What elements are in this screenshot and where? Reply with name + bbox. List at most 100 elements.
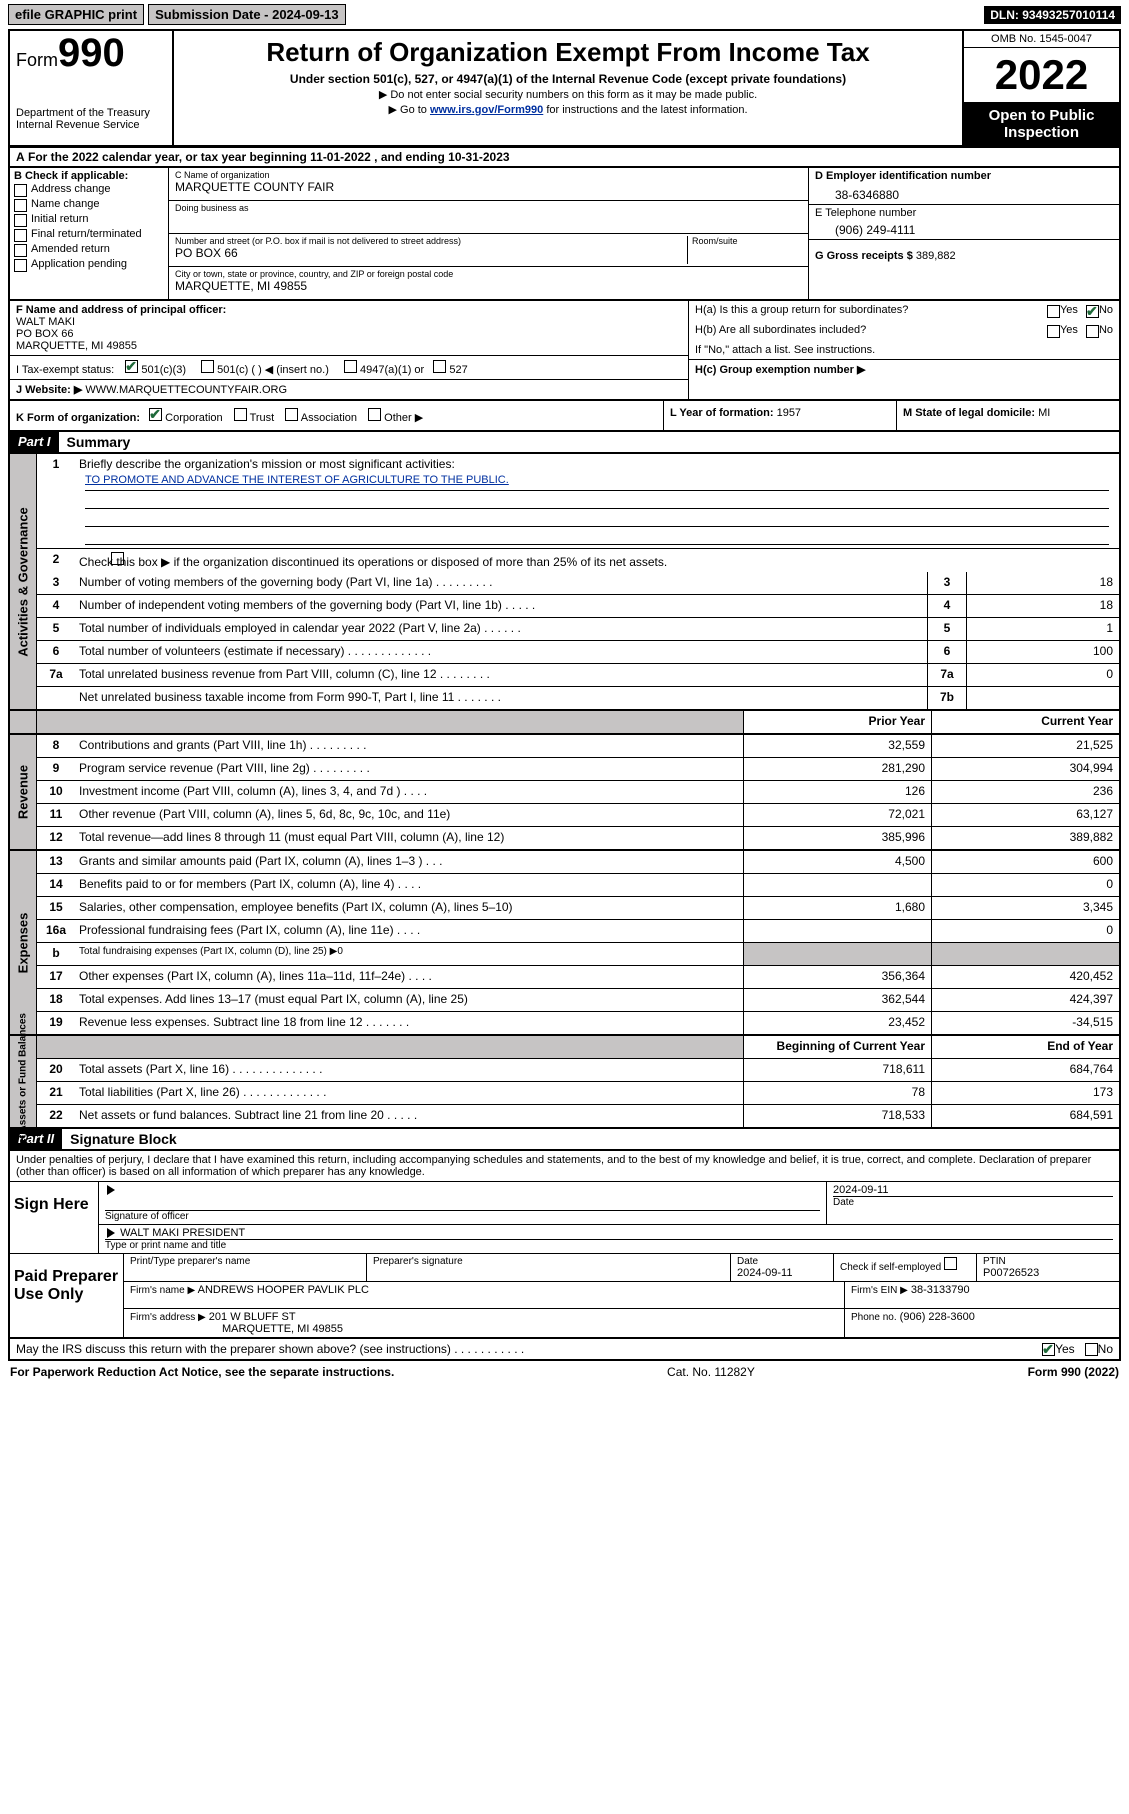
- chk-initial-return[interactable]: Initial return: [14, 213, 164, 227]
- hb-no[interactable]: [1086, 325, 1099, 338]
- row-num: 18: [37, 989, 75, 1011]
- row-text: Salaries, other compensation, employee b…: [75, 897, 743, 919]
- row-current: -34,515: [931, 1012, 1119, 1034]
- l-label: L Year of formation:: [670, 407, 774, 419]
- room-label: Room/suite: [692, 236, 802, 246]
- gross-value: 389,882: [916, 250, 956, 262]
- addr-wrap: Number and street (or P.O. box if mail i…: [175, 236, 687, 264]
- row-current: 3,345: [931, 897, 1119, 919]
- table-row: 18Total expenses. Add lines 13–17 (must …: [37, 988, 1119, 1011]
- footer-mid: Cat. No. 11282Y: [394, 1365, 1027, 1379]
- subtitle-1: Under section 501(c), 527, or 4947(a)(1)…: [180, 72, 956, 86]
- officer-typed-cell: WALT MAKI PRESIDENT Type or print name a…: [99, 1225, 1119, 1253]
- colhdr-txt: [75, 711, 743, 733]
- form-header: Form990 Department of the Treasury Inter…: [8, 29, 1121, 148]
- ein-label: D Employer identification number: [815, 170, 1113, 182]
- block-bcde: B Check if applicable: Address change Na…: [8, 168, 1121, 301]
- row-text: Number of independent voting members of …: [75, 595, 927, 617]
- row-val: 100: [966, 641, 1119, 663]
- sig-date-cell: 2024-09-11 Date: [827, 1182, 1119, 1224]
- row-ha: H(a) Is this a group return for subordin…: [689, 301, 1119, 321]
- row-prior: 78: [743, 1082, 931, 1104]
- ha-yes-label: Yes: [1060, 304, 1078, 318]
- row-text: Investment income (Part VIII, column (A)…: [75, 781, 743, 803]
- submission-button[interactable]: Submission Date - 2024-09-13: [148, 4, 346, 25]
- opt-trust: Trust: [250, 412, 275, 424]
- sign-here-block: Sign Here Signature of officer 2024-09-1…: [8, 1181, 1121, 1253]
- chk-final-return[interactable]: Final return/terminated: [14, 228, 164, 242]
- chk-address-change[interactable]: Address change: [14, 183, 164, 197]
- chk-name-change[interactable]: Name change: [14, 198, 164, 212]
- cell-city: City or town, state or province, country…: [169, 267, 808, 299]
- chk-4947[interactable]: [344, 360, 357, 373]
- address: PO BOX 66: [175, 246, 687, 260]
- row-num: 21: [37, 1082, 75, 1104]
- opt-527: 527: [449, 364, 467, 376]
- table-row: bTotal fundraising expenses (Part IX, co…: [37, 942, 1119, 965]
- ha-yes[interactable]: [1047, 305, 1060, 318]
- row-prior: [743, 943, 931, 965]
- firm-label: Firm's name ▶: [130, 1285, 195, 1296]
- chk-corp[interactable]: [149, 408, 162, 421]
- chk-discontinued[interactable]: [111, 552, 124, 565]
- sig-date: 2024-09-11: [833, 1184, 1113, 1196]
- row-num: 20: [37, 1059, 75, 1081]
- hb-label: H(b) Are all subordinates included?: [695, 324, 1047, 338]
- row-box: 7a: [927, 664, 966, 686]
- ha-no[interactable]: [1086, 305, 1099, 318]
- prep-h3: Date2024-09-11: [731, 1254, 834, 1281]
- chk-amended-return[interactable]: Amended return: [14, 243, 164, 257]
- row-prior: 718,611: [743, 1059, 931, 1081]
- row-1: 1 Briefly describe the organization's mi…: [37, 454, 1119, 548]
- hb-yes[interactable]: [1047, 325, 1060, 338]
- efile-button[interactable]: efile GRAPHIC print: [8, 4, 144, 25]
- opt-corp: Corporation: [165, 412, 222, 424]
- chk-527[interactable]: [433, 360, 446, 373]
- ein-value: 38-6346880: [815, 182, 1113, 202]
- org-name: MARQUETTE COUNTY FAIR: [175, 180, 802, 194]
- line-a: A For the 2022 calendar year, or tax yea…: [8, 148, 1121, 168]
- top-bar: efile GRAPHIC print Submission Date - 20…: [8, 4, 1121, 25]
- row-num: 6: [37, 641, 75, 663]
- sec-expenses: Expenses 13Grants and similar amounts pa…: [8, 851, 1121, 1036]
- row-text: Number of voting members of the governin…: [75, 572, 927, 594]
- prep-right: Print/Type preparer's name Preparer's si…: [124, 1254, 1119, 1337]
- chk-assoc[interactable]: [285, 408, 298, 421]
- table-row: 21Total liabilities (Part X, line 26) . …: [37, 1081, 1119, 1104]
- opt-address-change: Address change: [31, 183, 111, 195]
- firm-addr1: 201 W BLUFF ST: [209, 1311, 296, 1323]
- row-text: Total unrelated business revenue from Pa…: [75, 664, 927, 686]
- irs-link[interactable]: www.irs.gov/Form990: [430, 104, 543, 116]
- sec-nethdr: Net Assets or Fund Balances Beginning of…: [8, 1036, 1121, 1129]
- officer-addr2: MARQUETTE, MI 49855: [16, 340, 682, 352]
- discuss-no[interactable]: [1085, 1343, 1098, 1356]
- form-number: Form990: [16, 35, 166, 71]
- row-text: Total number of volunteers (estimate if …: [75, 641, 927, 663]
- chk-501c3[interactable]: [125, 360, 138, 373]
- chk-501c[interactable]: [201, 360, 214, 373]
- row-current: [931, 943, 1119, 965]
- sub3-pre: ▶ Go to: [389, 104, 430, 116]
- row-num: 16a: [37, 920, 75, 942]
- chk-self-employed[interactable]: [944, 1257, 957, 1270]
- colhdr-num: [37, 711, 75, 733]
- website-value: WWW.MARQUETTECOUNTYFAIR.ORG: [85, 384, 287, 396]
- discuss-yes[interactable]: [1042, 1343, 1055, 1356]
- discuss-yes-label: Yes: [1055, 1342, 1075, 1356]
- chk-application-pending[interactable]: Application pending: [14, 258, 164, 272]
- row-i: I Tax-exempt status: 501(c)(3) 501(c) ( …: [10, 355, 688, 379]
- gross-label: G Gross receipts $: [815, 250, 913, 262]
- row-text: Total expenses. Add lines 13–17 (must eq…: [75, 989, 743, 1011]
- hdr-boc: Beginning of Current Year: [743, 1036, 931, 1058]
- table-row: Net unrelated business taxable income fr…: [37, 686, 1119, 709]
- tab-revenue: Revenue: [10, 735, 37, 849]
- opt-other: Other ▶: [384, 412, 423, 424]
- firm-phone-label: Phone no.: [851, 1312, 897, 1323]
- chk-trust[interactable]: [234, 408, 247, 421]
- table-row: 9Program service revenue (Part VIII, lin…: [37, 757, 1119, 780]
- b-title: B Check if applicable:: [14, 170, 164, 182]
- table-row: 17Other expenses (Part IX, column (A), l…: [37, 965, 1119, 988]
- form-prefix: Form: [16, 50, 58, 70]
- row-hb: H(b) Are all subordinates included? Yes …: [689, 321, 1119, 341]
- chk-other[interactable]: [368, 408, 381, 421]
